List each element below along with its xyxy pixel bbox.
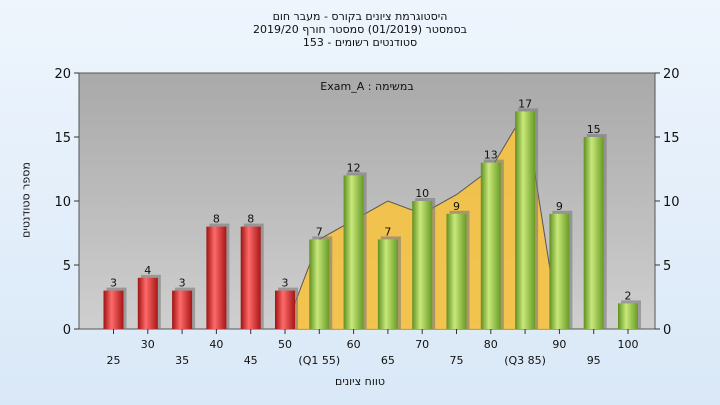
y-tick-label-left: 15 xyxy=(54,131,71,146)
bar-value-label: 12 xyxy=(347,161,361,174)
bar-value-label: 9 xyxy=(556,200,563,213)
x-tick-label: 30 xyxy=(141,338,155,351)
chart-subtitle: בסמסטר (01/2019) סמסטר חורף 2019/20 xyxy=(253,23,467,36)
x-tick-label: 90 xyxy=(552,338,566,351)
x-tick-label: 45 xyxy=(244,354,258,367)
x-tick-label: 65 xyxy=(381,354,395,367)
x-tick-label: 75 xyxy=(450,354,464,367)
x-axis-label: טווח ציונים xyxy=(335,375,385,388)
y-tick-label-right: 20 xyxy=(663,67,680,82)
bar-45 xyxy=(240,226,261,329)
bar-value-label: 15 xyxy=(587,123,601,136)
x-tick-label: 40 xyxy=(209,338,223,351)
bar-value-label: 3 xyxy=(179,277,186,290)
y-tick-label-left: 5 xyxy=(63,259,71,274)
bar-100 xyxy=(618,303,638,329)
bar-50 xyxy=(275,290,295,329)
bar-(Q1 55) xyxy=(309,239,330,329)
task-annotation: Exam_A : במשימה xyxy=(320,80,413,93)
bar-value-label: 9 xyxy=(453,200,460,213)
bar-90 xyxy=(549,213,570,329)
x-tick-label: 60 xyxy=(347,338,361,351)
chart-title: היסטוגרמת ציונים בקורס - מעבר חום xyxy=(272,10,448,23)
y-tick-label-left: 10 xyxy=(54,195,71,210)
bar-65 xyxy=(377,239,398,329)
y-axis-label: מספר סטודנטים xyxy=(19,162,33,238)
bar-value-label: 8 xyxy=(247,213,254,226)
registered-students: סטודנטים רשומים - 153 xyxy=(302,36,418,49)
bar-95 xyxy=(583,137,604,329)
y-tick-label-left: 20 xyxy=(54,67,71,82)
x-tick-label: 95 xyxy=(587,354,601,367)
y-tick-label-left: 0 xyxy=(63,323,71,338)
x-tick-label: 25 xyxy=(107,354,121,367)
bar-value-label: 2 xyxy=(625,289,632,302)
x-tick-label: (Q1 55) xyxy=(298,354,340,367)
y-tick-label-right: 15 xyxy=(663,131,680,146)
bar-value-label: 7 xyxy=(384,225,391,238)
chart-title-block: היסטוגרמת ציונים בקורס - מעבר חום בסמסטר… xyxy=(0,10,720,49)
bar-60 xyxy=(343,175,364,329)
bar-80 xyxy=(480,162,501,329)
bar-75 xyxy=(446,213,467,329)
bar-25 xyxy=(103,290,124,329)
bar-value-label: 4 xyxy=(144,264,151,277)
bar-40 xyxy=(206,226,227,329)
x-tick-label: 70 xyxy=(415,338,429,351)
bar-value-label: 7 xyxy=(316,225,323,238)
bar-70 xyxy=(412,201,433,329)
bar-value-label: 10 xyxy=(415,187,429,200)
y-tick-label-right: 0 xyxy=(663,323,671,338)
y-tick-label-right: 5 xyxy=(663,259,671,274)
bar-value-label: 17 xyxy=(518,97,532,110)
y-tick-label-right: 10 xyxy=(663,195,680,210)
bar-35 xyxy=(172,290,193,329)
x-tick-label: 50 xyxy=(278,338,292,351)
x-tick-label: 100 xyxy=(618,338,639,351)
bar-value-label: 3 xyxy=(110,277,117,290)
bar-30 xyxy=(137,277,158,329)
bar-value-label: 3 xyxy=(282,277,289,290)
bar-value-label: 8 xyxy=(213,213,220,226)
x-tick-label: 35 xyxy=(175,354,189,367)
bar-(Q3 85) xyxy=(515,111,536,330)
bar-value-label: 13 xyxy=(484,149,498,162)
x-tick-label: (Q3 85) xyxy=(504,354,546,367)
x-tick-label: 80 xyxy=(484,338,498,351)
